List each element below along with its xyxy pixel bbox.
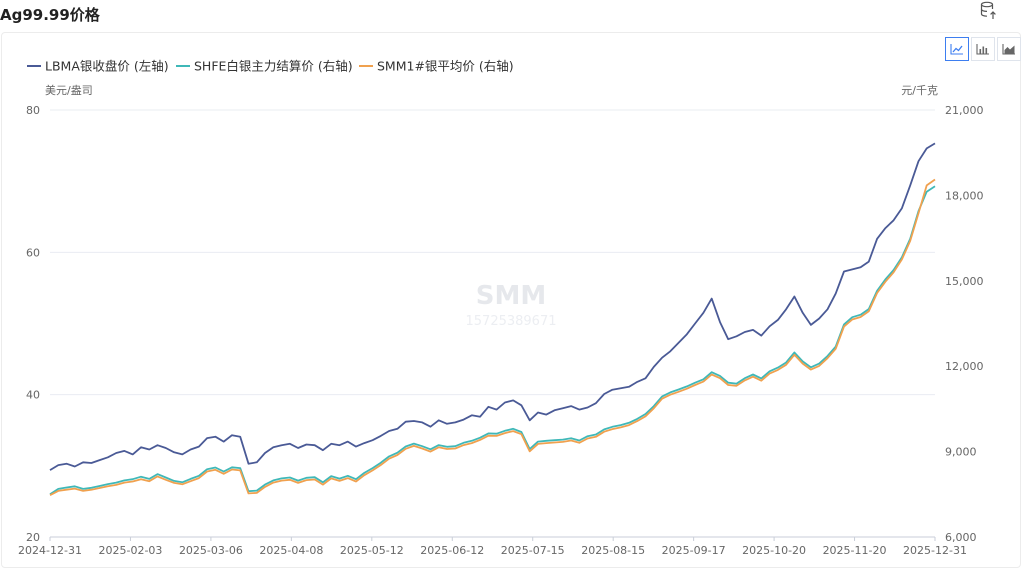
chart-type-switch (945, 37, 1021, 61)
watermark-logo: SMM (476, 281, 546, 311)
x-tick-label: 2025-02-03 (98, 544, 162, 557)
y-left-axis-title: 美元/盎司 (45, 83, 93, 97)
page-title: Ag99.99价格 (0, 6, 100, 24)
x-tick-label: 2025-10-20 (742, 544, 806, 557)
y-right-tick-label: 6,000 (945, 531, 977, 544)
series-line-shfe[interactable] (49, 185, 936, 496)
y-left-tick-label: 40 (26, 389, 40, 402)
y-right-tick-label: 12,000 (945, 360, 984, 373)
x-tick-label: 2025-03-06 (179, 544, 243, 557)
bar-chart-button[interactable] (971, 37, 995, 61)
legend-label: LBMA银收盘价 (左轴) (45, 59, 169, 74)
y-right-tick-label: 21,000 (945, 104, 984, 117)
series-line-smm[interactable] (49, 178, 936, 496)
x-tick-label: 2025-12-31 (903, 544, 967, 557)
x-tick-label: 2025-07-15 (501, 544, 565, 557)
data-export-button[interactable] (978, 0, 1000, 22)
legend-item-shfe[interactable]: SHFE白银主力结算价 (右轴) (176, 59, 353, 74)
watermark-text: 15725389671 (466, 314, 557, 329)
series-line-lbma[interactable] (49, 142, 936, 471)
y-left-tick-label: 80 (26, 104, 40, 117)
y-left-tick-label: 20 (26, 531, 40, 544)
area-chart-icon (1002, 44, 1015, 55)
x-tick-label: 2025-05-12 (340, 544, 404, 557)
y-right-tick-label: 15,000 (945, 275, 984, 288)
x-tick-label: 2025-06-12 (420, 544, 484, 557)
legend-item-smm[interactable]: SMM1#银平均价 (右轴) (359, 59, 514, 74)
legend-label: SMM1#银平均价 (右轴) (377, 59, 514, 74)
x-tick-label: 2025-11-20 (823, 544, 887, 557)
y-right-tick-label: 9,000 (945, 446, 977, 459)
x-tick-label: 2024-12-31 (18, 544, 82, 557)
x-tick-label: 2025-08-15 (581, 544, 645, 557)
bar-chart-icon (976, 44, 989, 55)
y-right-axis-title: 元/千克 (901, 84, 938, 97)
x-tick-label: 2025-09-17 (662, 544, 726, 557)
database-export-icon (980, 1, 996, 19)
watermark: SMM 15725389671 (466, 281, 557, 329)
x-tick-label: 2025-04-08 (259, 544, 323, 557)
line-chart-icon (950, 44, 963, 55)
legend-label: SHFE白银主力结算价 (右轴) (194, 59, 353, 74)
legend-item-lbma[interactable]: LBMA银收盘价 (左轴) (27, 59, 169, 74)
area-chart-button[interactable] (997, 37, 1021, 61)
y-left-tick-label: 60 (26, 246, 40, 259)
y-right-tick-label: 18,000 (945, 189, 984, 202)
line-chart-button[interactable] (945, 37, 969, 61)
